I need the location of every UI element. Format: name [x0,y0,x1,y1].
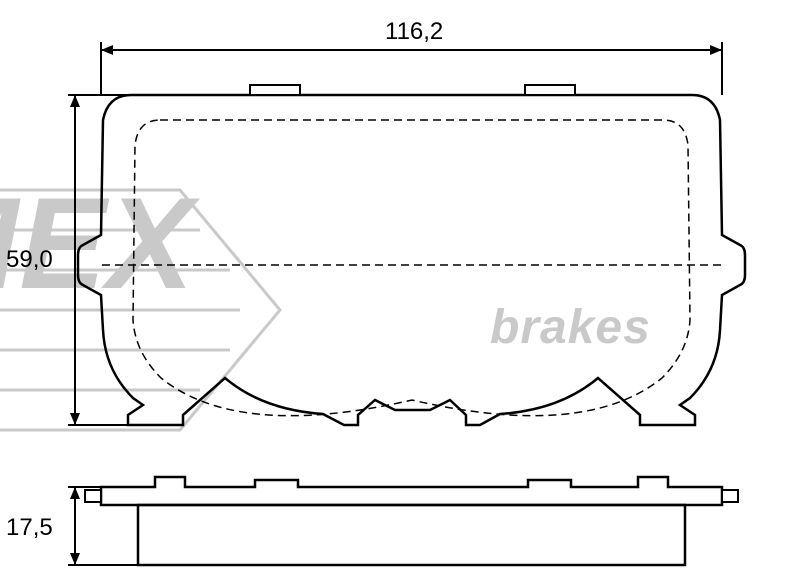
technical-drawing-svg [0,0,798,579]
dimension-width [101,42,722,95]
dimension-thickness [68,487,148,565]
brake-pad-diagram: MEX brakes [0,0,798,579]
brake-pad-side-view [85,477,738,565]
brake-pad-top-view [78,85,745,425]
